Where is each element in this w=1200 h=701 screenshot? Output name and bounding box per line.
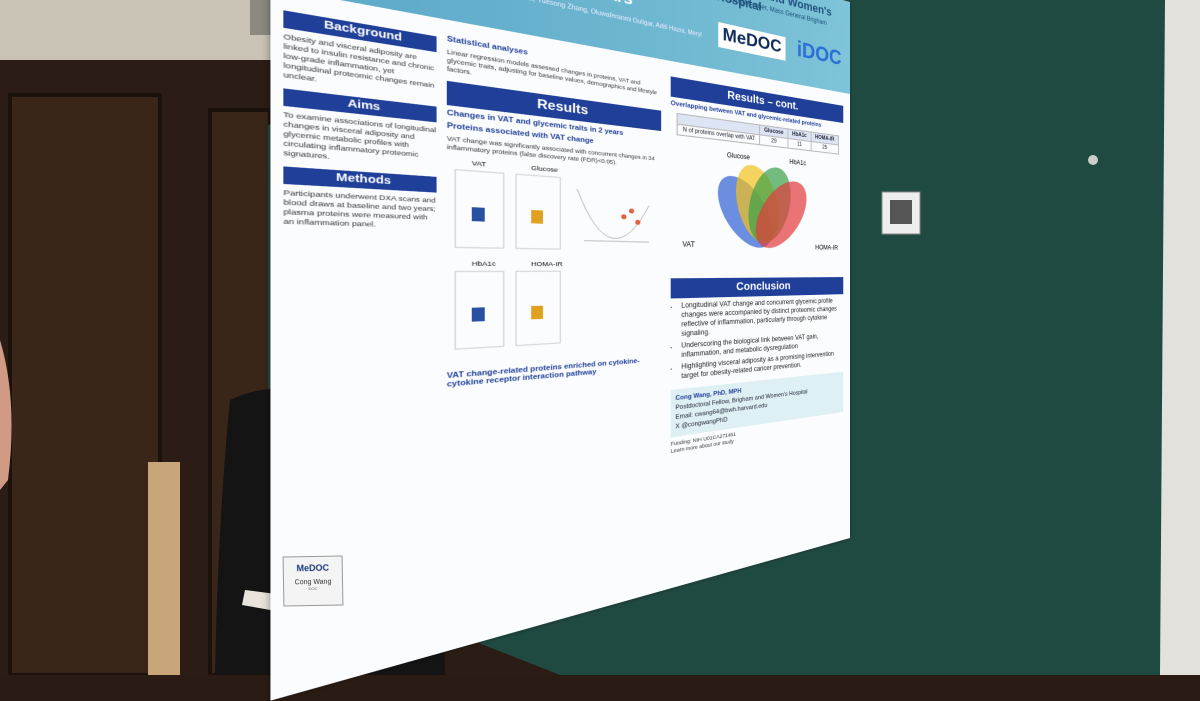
venn-label: HbA1c	[789, 159, 806, 167]
poster-frame: Visceral adiposity accumulation, glycemi…	[270, 0, 850, 701]
panel-label: VAT	[472, 160, 487, 169]
photo: Visceral adiposity accumulation, glycemi…	[0, 0, 1200, 675]
wall	[1160, 0, 1200, 675]
panel-box	[471, 307, 485, 322]
middle-column: Statistical analyses Linear regression m…	[446, 31, 662, 394]
badge-logo: MeDOC	[296, 562, 330, 574]
section-heading: Methods	[283, 166, 437, 193]
logo: iDOC	[796, 37, 842, 71]
venn-diagram: Glucose HbA1c VAT HOMA-IR	[682, 152, 838, 259]
hand	[0, 340, 12, 490]
result-panels: VAT Glucose HbA1c HOMA-IR	[447, 160, 661, 365]
text: Participants underwent DXA scans and blo…	[283, 188, 436, 229]
door-panel	[8, 93, 162, 675]
panel-box	[471, 207, 485, 222]
venn-label: Glucose	[727, 152, 750, 161]
badge-org: DOC	[308, 585, 318, 592]
poster: Visceral adiposity accumulation, glycemi…	[270, 0, 850, 701]
right-column: Results – cont. Overlapping between VAT …	[670, 70, 844, 455]
panel-box	[531, 209, 543, 224]
table-cell: 11	[787, 138, 811, 151]
conclusion-list: Longitudinal VAT change and concurrent g…	[671, 297, 844, 383]
section-heading: Conclusion	[670, 277, 844, 299]
volcano	[577, 189, 649, 242]
poster-tube	[148, 462, 180, 675]
logo: MeDOC	[718, 21, 786, 61]
panel-box	[531, 305, 543, 320]
panel-label: Glucose	[531, 165, 558, 174]
venn-label: VAT	[682, 241, 694, 249]
qr-code	[890, 200, 912, 224]
pin	[1088, 155, 1098, 165]
name-badge: MeDOC Cong Wang DOC	[282, 555, 344, 607]
venn-label: HOMA-IR	[815, 245, 838, 252]
panel-label: HOMA-IR	[531, 261, 562, 268]
panel-label: HbA1c	[472, 261, 496, 268]
left-column: Background Obesity and visceral adiposity…	[283, 2, 437, 231]
